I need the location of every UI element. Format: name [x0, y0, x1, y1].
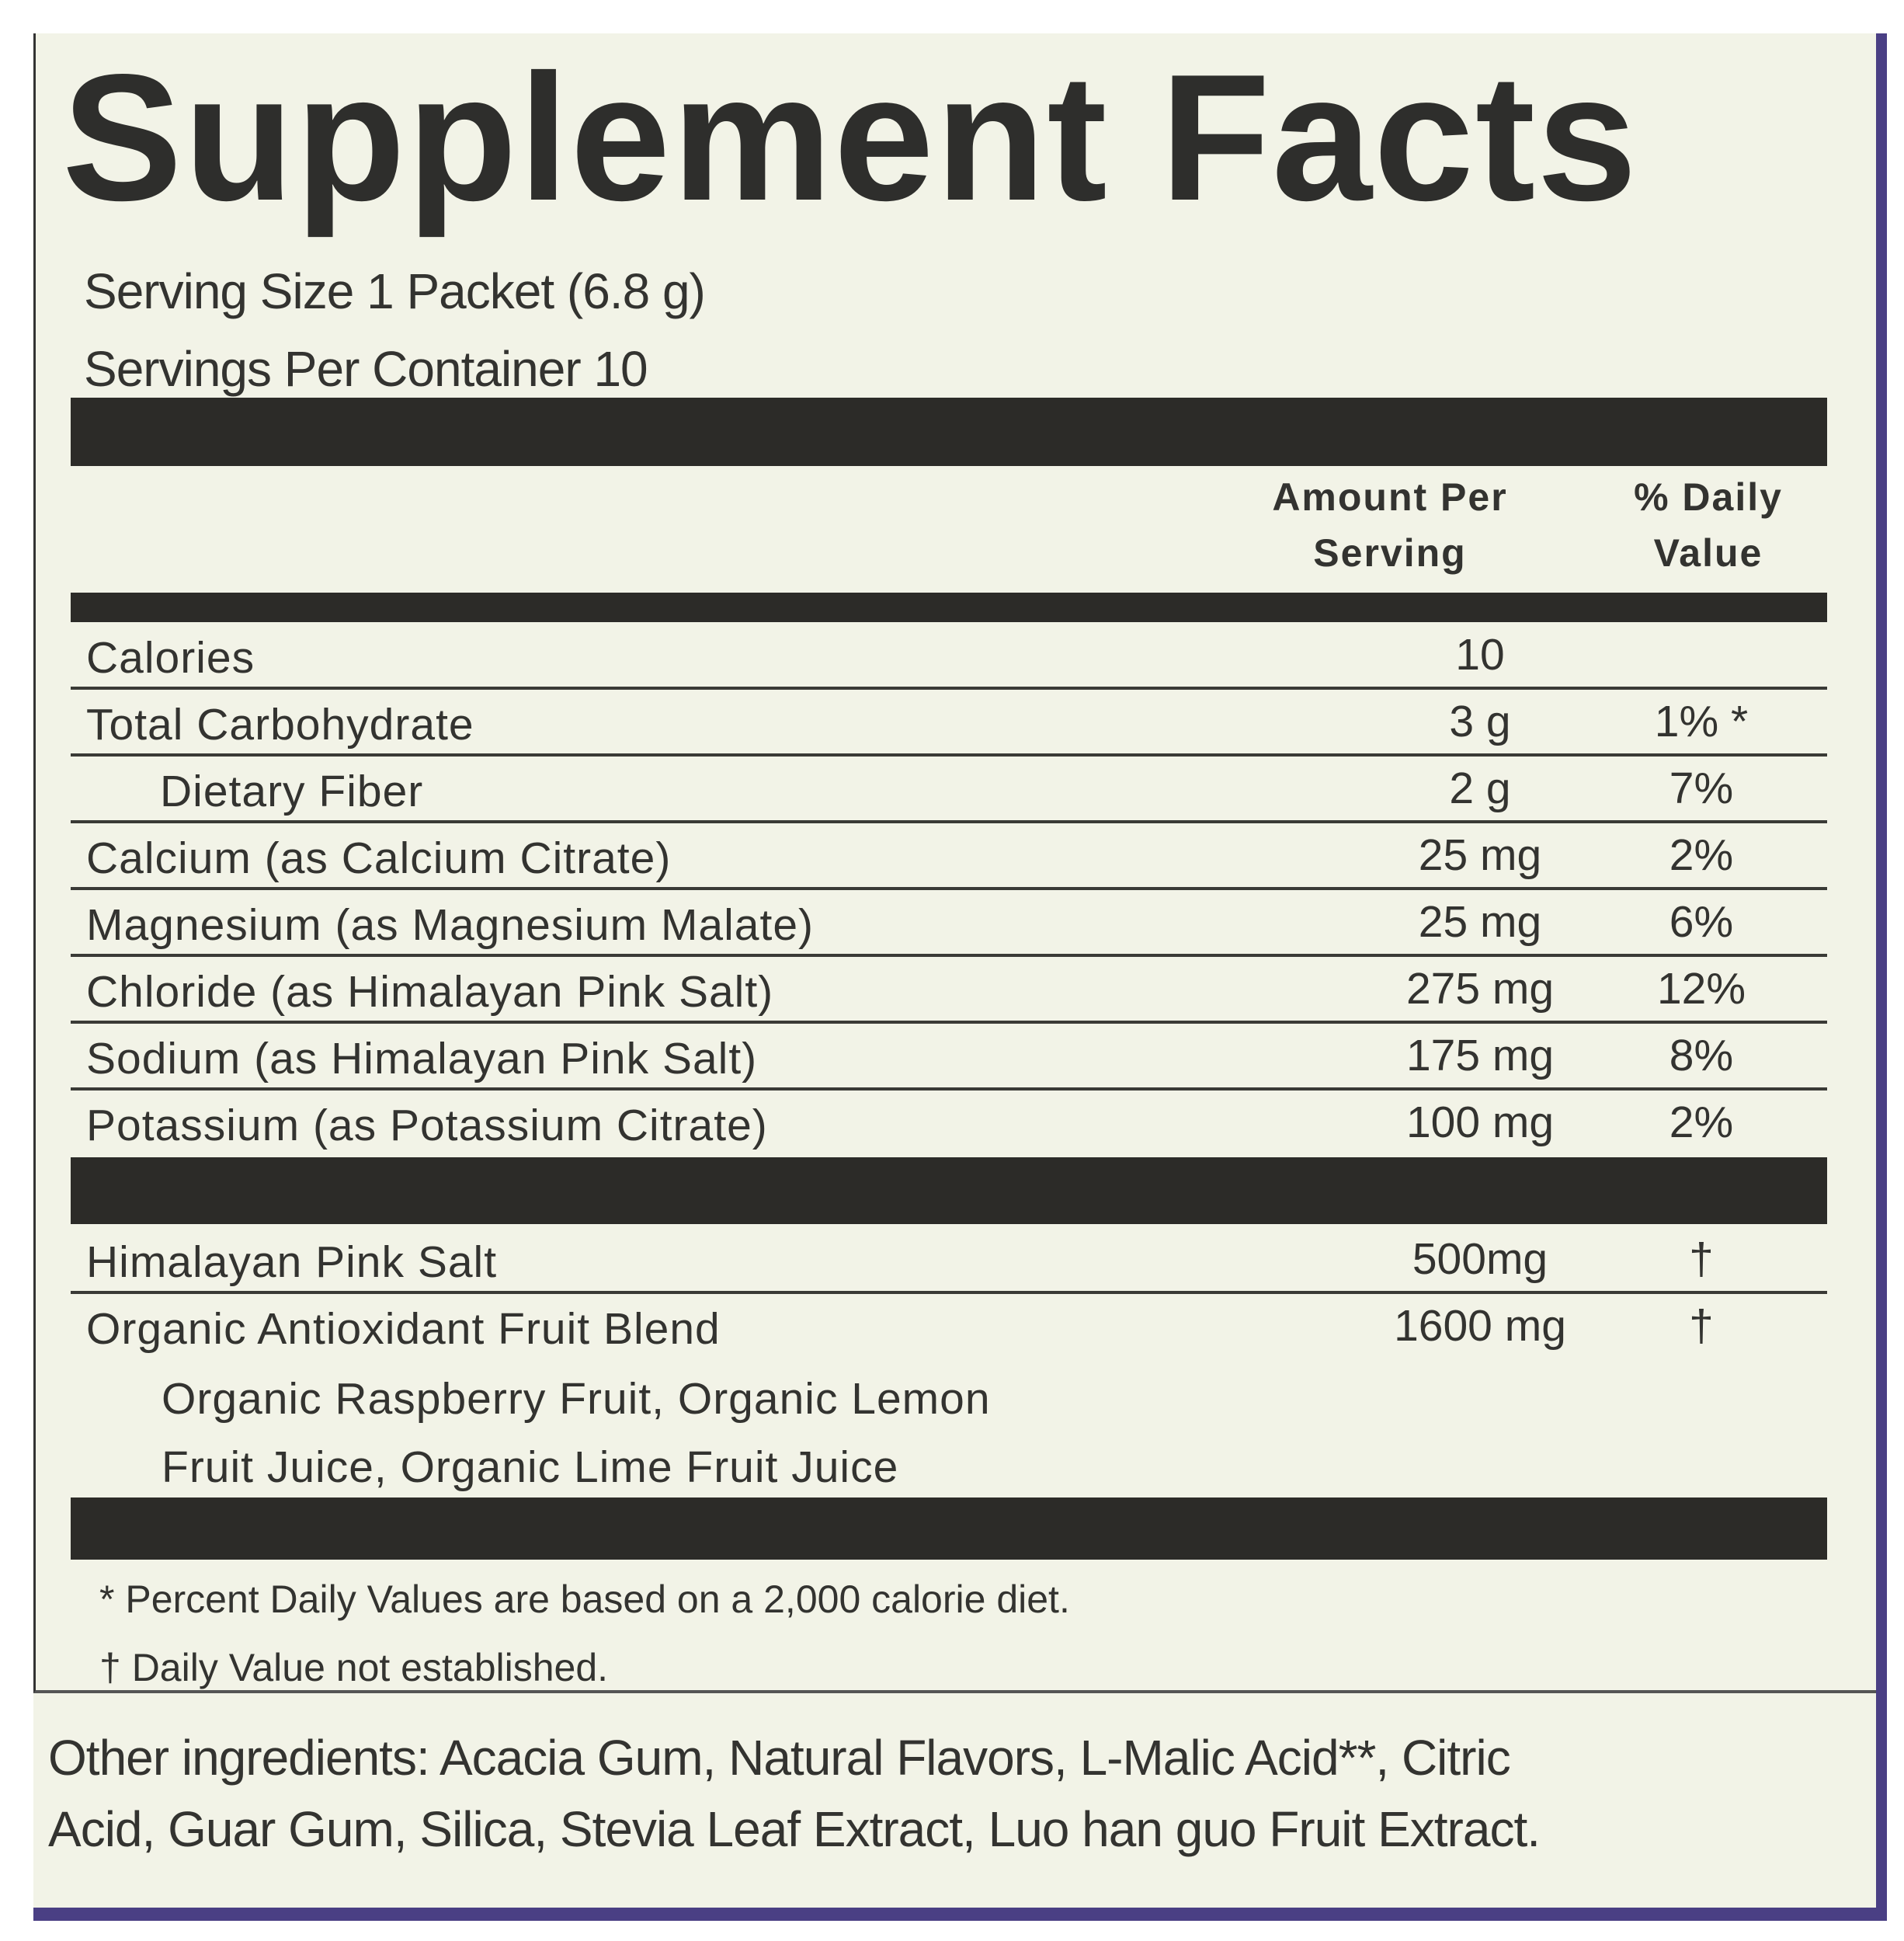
ingredient-amount: 500mg	[1412, 1234, 1548, 1284]
table-row: Sodium (as Himalayan Pink Salt) 175 mg 8%	[71, 1024, 1827, 1091]
nutrient-label: Calories	[86, 633, 255, 683]
nutrient-label: Potassium (as Potassium Citrate)	[86, 1101, 768, 1150]
blend-components: Fruit Juice, Organic Lime Fruit Juice	[162, 1442, 899, 1492]
nutrient-amount: 3 g	[1449, 697, 1511, 746]
ingredient-amount: 1600 mg	[1394, 1301, 1566, 1351]
other-ingredients: Acid, Guar Gum, Silica, Stevia Leaf Extr…	[48, 1801, 1541, 1857]
divider-bar	[71, 398, 1827, 466]
nutrient-amount: 25 mg	[1418, 897, 1542, 947]
nutrient-dv: 1% *	[1654, 697, 1749, 746]
nutrient-rows: Calories 10 Total Carbohydrate 3 g 1% * Die…	[71, 623, 1827, 1154]
nutrient-amount: 10	[1455, 630, 1505, 680]
table-row: Organic Antioxidant Fruit Blend 1600 mg †	[71, 1294, 1827, 1358]
page-title: Supplement Facts	[62, 37, 1639, 238]
table-row: Dietary Fiber 2 g 7%	[71, 757, 1827, 823]
amount-header: Amount Per Serving	[1235, 469, 1545, 581]
divider-bar	[71, 1497, 1827, 1560]
nutrient-dv: 6%	[1669, 897, 1734, 947]
servings-per-container: Servings Per Container 10	[84, 341, 648, 397]
blend-components: Organic Raspberry Fruit, Organic Lemon	[162, 1374, 991, 1424]
dv-header-line1: % Daily	[1634, 475, 1783, 519]
divider-bar	[71, 593, 1827, 622]
nutrient-label: Dietary Fiber	[160, 767, 424, 816]
divider-bar	[71, 1157, 1827, 1224]
nutrient-amount: 25 mg	[1418, 830, 1542, 880]
package-edge-bottom	[33, 1908, 1887, 1921]
table-row: Potassium (as Potassium Citrate) 100 mg 2%	[71, 1091, 1827, 1154]
ingredient-dv: †	[1689, 1301, 1714, 1351]
supplement-facts-box	[33, 33, 1876, 1693]
serving-size: Serving Size 1 Packet (6.8 g)	[84, 263, 706, 319]
dv-header-line2: Value	[1653, 531, 1763, 575]
table-row: Total Carbohydrate 3 g 1% *	[71, 690, 1827, 757]
other-ingredients: Other ingredients: Acacia Gum, Natural F…	[48, 1730, 1511, 1786]
nutrient-amount: 2 g	[1449, 764, 1511, 813]
nutrient-dv: 2%	[1669, 830, 1734, 880]
package-edge-right	[1876, 33, 1887, 1921]
nutrient-dv: 12%	[1656, 964, 1746, 1014]
table-row: Himalayan Pink Salt 500mg †	[71, 1227, 1827, 1294]
table-row: Magnesium (as Magnesium Malate) 25 mg 6%	[71, 890, 1827, 957]
nutrient-label: Sodium (as Himalayan Pink Salt)	[86, 1034, 758, 1084]
nutrient-amount: 275 mg	[1405, 964, 1555, 1014]
ingredient-label: Himalayan Pink Salt	[86, 1237, 498, 1287]
nutrient-label: Chloride (as Himalayan Pink Salt)	[86, 967, 774, 1017]
other-rows: Himalayan Pink Salt 500mg † Organic Antiox…	[71, 1227, 1827, 1358]
daily-value-header: % Daily Value	[1584, 469, 1833, 581]
nutrient-dv: 8%	[1669, 1031, 1734, 1080]
amount-header-line1: Amount Per	[1272, 475, 1508, 519]
footnote: † Daily Value not established.	[99, 1646, 609, 1689]
label-panel	[33, 33, 1876, 1908]
footnote: * Percent Daily Values are based on a 2,…	[99, 1577, 1070, 1621]
nutrient-dv: 7%	[1669, 764, 1734, 813]
table-row: Chloride (as Himalayan Pink Salt) 275 mg 1…	[71, 957, 1827, 1024]
table-row: Calories 10	[71, 623, 1827, 690]
ingredient-dv: †	[1689, 1234, 1714, 1284]
nutrient-amount: 100 mg	[1405, 1097, 1555, 1147]
nutrient-label: Magnesium (as Magnesium Malate)	[86, 900, 815, 950]
nutrient-amount: 175 mg	[1405, 1031, 1555, 1080]
table-row: Calcium (as Calcium Citrate) 25 mg 2%	[71, 823, 1827, 890]
nutrient-label: Total Carbohydrate	[86, 700, 474, 750]
nutrient-label: Calcium (as Calcium Citrate)	[86, 833, 672, 883]
nutrient-dv: 2%	[1669, 1097, 1734, 1147]
ingredient-label: Organic Antioxidant Fruit Blend	[86, 1304, 721, 1354]
amount-header-line2: Serving	[1313, 531, 1467, 575]
